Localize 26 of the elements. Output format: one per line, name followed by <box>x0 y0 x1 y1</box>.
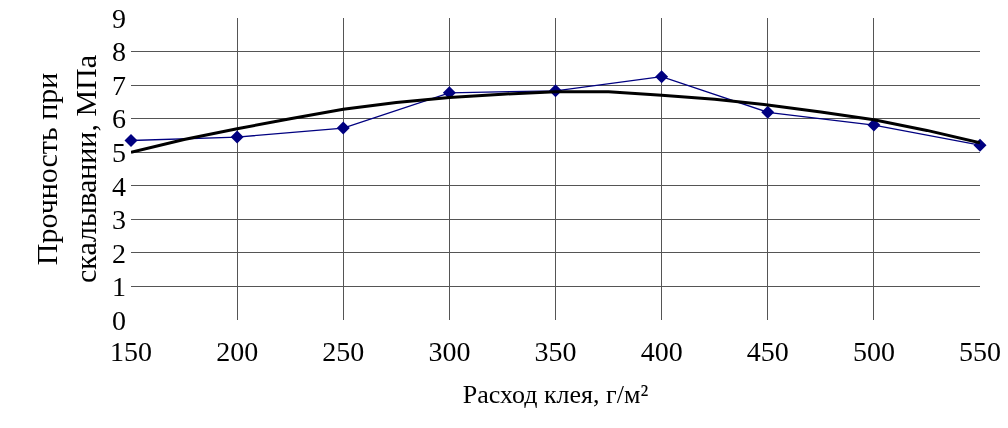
x-tick-label: 300 <box>428 336 471 367</box>
point <box>230 130 244 144</box>
y-tick-label: 6 <box>112 103 126 135</box>
point <box>124 133 138 147</box>
y-tick-label: 5 <box>112 137 126 169</box>
x-axis-title: Расход клея, г/м² <box>462 379 649 409</box>
y-tick-label: 7 <box>112 69 126 101</box>
point <box>761 105 775 119</box>
y-tick-label: 3 <box>112 204 126 236</box>
y-axis-title: Прочность при скалывании, МПа <box>30 54 102 284</box>
x-tick-label: 150 <box>110 336 152 367</box>
x-tick-label: 550 <box>959 336 1001 367</box>
x-tick-label: 250 <box>322 336 365 367</box>
x-tick-label: 450 <box>746 336 789 367</box>
y-tick-label: 1 <box>112 271 126 303</box>
y-tick-label: 4 <box>112 170 126 202</box>
y-tick-label: 2 <box>112 237 126 269</box>
x-tick-label: 500 <box>852 336 895 367</box>
y-tick-label: 8 <box>112 36 126 68</box>
x-tick-label: 350 <box>534 336 577 367</box>
point <box>655 70 669 84</box>
x-tick-label: 200 <box>216 336 259 367</box>
y-tick-label: 9 <box>112 2 126 34</box>
x-tick-label: 400 <box>640 336 683 367</box>
y-tick-label: 0 <box>112 304 126 336</box>
point <box>336 121 350 135</box>
